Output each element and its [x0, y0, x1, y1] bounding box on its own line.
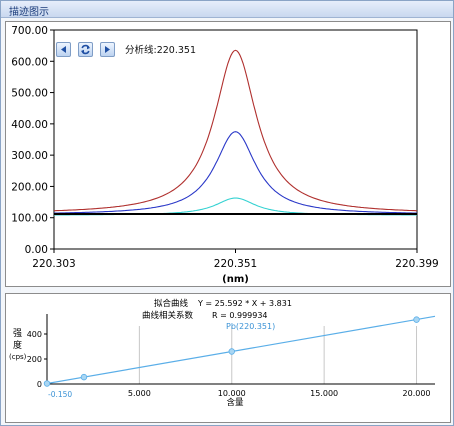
x-tick-label: 5.000: [128, 389, 151, 398]
x-tick-label: 220.303: [32, 258, 75, 270]
left-arrow-icon: [61, 46, 66, 53]
spectrum-series-line: [54, 49, 417, 212]
analysis-line-label: 分析线:220.351: [125, 42, 196, 56]
y-tick-label: 600.00: [11, 56, 48, 68]
y-tick-label: 0.00: [25, 244, 48, 256]
calibration-point: [228, 348, 235, 355]
x-tick-label: 10.000: [218, 389, 246, 398]
series-label: Pb(220.351): [226, 322, 275, 331]
fit-equation: Y = 25.592 * X + 3.831: [197, 299, 292, 308]
window-title: 描迹图示: [9, 7, 49, 18]
y-axis-label-1: 强: [13, 328, 22, 339]
calibration-chart: 5.000 10.000 15.000 20.000 0 200 400 拟合曲线 Y = …: [9, 298, 436, 408]
y-tick-label: 500.00: [11, 88, 48, 100]
right-arrow-icon: [105, 46, 110, 53]
x-tick-label: 220.399: [395, 258, 438, 270]
spectrum-series: [54, 49, 417, 216]
intercept-label: -0.150: [48, 390, 72, 399]
analysis-line-prefix: 分析线:: [125, 45, 157, 56]
spectrum-chart: 0.00 100.00 200.00 300.00 400.00 500.00 600.00…: [11, 25, 438, 285]
y-tick-label: 700.00: [11, 25, 48, 37]
y-tick-label: 400: [27, 330, 42, 339]
refresh-icon: [81, 44, 90, 55]
y-tick-label: 200: [27, 355, 42, 364]
y-axis-label-3: (cps): [9, 353, 27, 361]
window-titlebar: 描迹图示: [1, 1, 453, 18]
x-axis-label: 含量: [226, 397, 244, 408]
calibration-point: [80, 373, 88, 381]
next-line-button[interactable]: [100, 42, 115, 57]
analysis-line-value: 220.351: [156, 45, 196, 56]
spectrum-panel: 0.00 100.00 200.00 300.00 400.00 500.00 600.00…: [5, 21, 451, 287]
y-tick-label: 0: [37, 380, 42, 389]
calibration-point: [413, 316, 420, 323]
spectrum-axes: 0.00 100.00 200.00 300.00 400.00 500.00 600.00…: [11, 25, 438, 270]
y-tick-label: 300.00: [11, 150, 48, 162]
refresh-button[interactable]: [78, 42, 93, 57]
y-tick-label: 100.00: [11, 213, 48, 225]
calibration-series: [43, 315, 436, 387]
spectrum-plot-frame: [53, 29, 418, 250]
fit-line: [46, 315, 436, 385]
x-tick-label: 20.000: [403, 389, 431, 398]
y-tick-label: 400.00: [11, 119, 48, 131]
x-tick-label: 220.351: [214, 258, 257, 270]
correlation-value: R = 0.999934: [212, 311, 268, 320]
calibration-panel: 5.000 10.000 15.000 20.000 0 200 400 拟合曲线 Y = …: [5, 293, 451, 423]
x-tick-label: 15.000: [310, 389, 338, 398]
spectrum-series-line: [54, 131, 417, 214]
prev-line-button[interactable]: [56, 42, 71, 57]
y-axis-label-2: 度: [13, 339, 22, 351]
calibration-point: [43, 380, 51, 387]
correlation-label: 曲线相关系数: [142, 310, 194, 321]
calibration-axes: 5.000 10.000 15.000 20.000 0 200 400: [27, 314, 435, 398]
y-tick-label: 200.00: [11, 181, 48, 193]
spectrum-x-unit: (nm): [222, 274, 249, 285]
fit-curve-label: 拟合曲线: [154, 298, 189, 309]
